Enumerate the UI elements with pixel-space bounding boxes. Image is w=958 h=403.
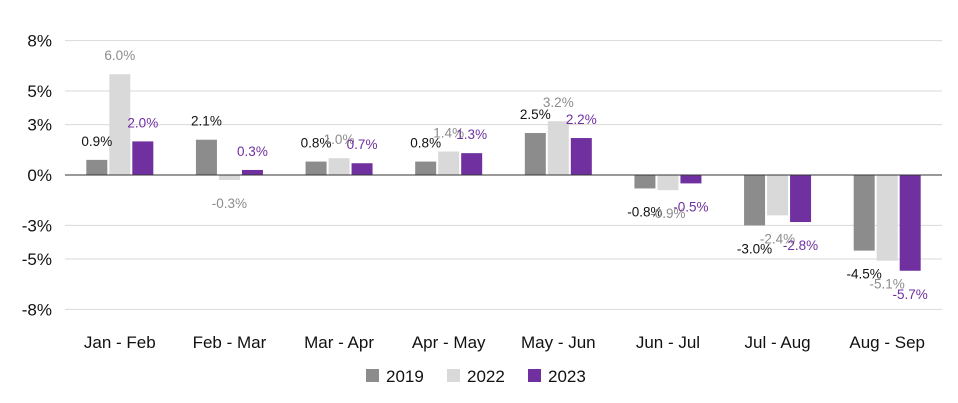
data-label: 3.2% <box>543 95 574 110</box>
data-label: -2.8% <box>783 238 818 253</box>
legend-label: 2019 <box>386 367 424 386</box>
data-label: -0.9% <box>650 206 685 221</box>
bar-2023 <box>132 141 154 175</box>
bar-2019 <box>524 133 546 175</box>
bar-2023 <box>461 153 483 175</box>
bars <box>86 74 921 271</box>
bar-2023 <box>790 175 812 223</box>
legend-swatch-2023 <box>528 369 541 382</box>
x-tick-label: Aug - Sep <box>849 333 925 352</box>
data-label: -5.1% <box>870 277 905 292</box>
data-label: -3.0% <box>737 241 772 256</box>
y-tick-label: 8% <box>27 32 52 51</box>
data-label: -0.3% <box>212 196 247 211</box>
data-labels: 0.9%6.0%2.0% 2.1%-0.3%0.3%0.8%1.0%0.7% 0.8… <box>81 48 927 302</box>
x-tick-label: Jul - Aug <box>744 333 810 352</box>
y-tick-label: -5% <box>22 250 52 269</box>
legend-label: 2022 <box>467 367 505 386</box>
bar-2019 <box>305 161 327 175</box>
data-label: 0.9% <box>81 134 112 149</box>
x-tick-label: Jan - Feb <box>84 333 156 352</box>
legend-swatch-2019 <box>366 369 379 382</box>
bar-2022 <box>218 175 240 181</box>
y-tick-label: -8% <box>22 300 52 319</box>
data-label: 2.5% <box>520 107 551 122</box>
bar-2022 <box>547 121 569 175</box>
data-label: 6.0% <box>104 48 135 63</box>
y-tick-label: 5% <box>27 82 52 101</box>
x-axis: Jan - Feb Feb - Mar Mar - Apr Apr - May May … <box>84 333 925 352</box>
bar-2023 <box>241 169 263 175</box>
data-label: 2.2% <box>566 112 597 127</box>
bar-2019 <box>195 139 217 175</box>
bar-2019 <box>634 175 656 189</box>
bar-2022 <box>438 151 460 175</box>
data-label: 0.7% <box>347 137 378 152</box>
y-axis: 8% 5% 3% 0% -3% -5% -8% <box>22 32 52 320</box>
bar-2023 <box>351 163 373 175</box>
data-label: 2.1% <box>191 114 222 129</box>
bar-2023 <box>899 175 921 271</box>
data-label: 2.0% <box>127 115 158 130</box>
data-label: -2.4% <box>760 231 795 246</box>
legend: 2019 2022 2023 <box>366 367 586 386</box>
x-tick-label: Apr - May <box>412 333 486 352</box>
data-label: -4.5% <box>847 267 882 282</box>
legend-swatch-2022 <box>447 369 460 382</box>
data-label: 0.8% <box>301 136 332 151</box>
bar-2022 <box>109 74 131 175</box>
data-label: -0.5% <box>673 199 708 214</box>
bar-2022 <box>657 175 679 191</box>
x-tick-label: May - Jun <box>521 333 596 352</box>
data-label: 0.3% <box>237 144 268 159</box>
bar-2022 <box>767 175 789 216</box>
bar-2019 <box>415 161 437 175</box>
x-tick-label: Jun - Jul <box>636 333 700 352</box>
y-tick-label: 3% <box>27 116 52 135</box>
bar-2019 <box>853 175 875 251</box>
x-tick-label: Mar - Apr <box>304 333 374 352</box>
y-tick-label: 0% <box>27 166 52 185</box>
bar-2023 <box>570 138 592 175</box>
bar-2019 <box>86 159 108 175</box>
y-tick-label: -3% <box>22 216 52 235</box>
data-label: -0.8% <box>627 204 662 219</box>
data-label: -5.7% <box>893 287 928 302</box>
bar-2022 <box>328 158 350 175</box>
bar-2023 <box>680 175 702 184</box>
legend-label: 2023 <box>548 367 586 386</box>
data-label: 1.0% <box>324 132 355 147</box>
data-label: 1.4% <box>433 125 464 140</box>
x-tick-label: Feb - Mar <box>193 333 267 352</box>
data-label: 0.8% <box>410 136 441 151</box>
bar-2022 <box>876 175 898 261</box>
bar-2019 <box>744 175 766 226</box>
data-label: 1.3% <box>456 127 487 142</box>
